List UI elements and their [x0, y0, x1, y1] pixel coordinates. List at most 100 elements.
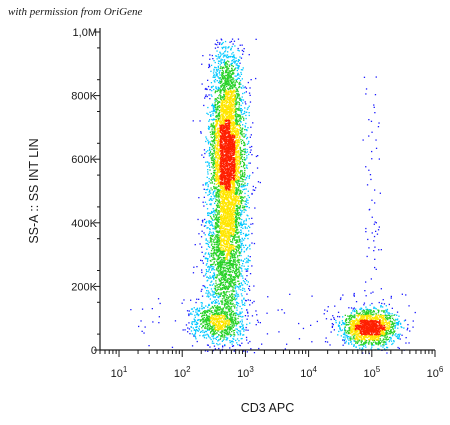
event-point	[227, 323, 229, 325]
event-point	[214, 76, 216, 78]
event-point	[201, 230, 203, 232]
event-point	[227, 319, 230, 321]
event-point	[243, 171, 246, 174]
event-point	[353, 344, 355, 346]
event-point	[222, 312, 224, 314]
event-point	[206, 227, 208, 229]
event-point	[215, 187, 217, 189]
event-point	[152, 321, 154, 323]
event-point	[212, 85, 214, 87]
event-point	[241, 96, 243, 98]
event-point	[208, 94, 210, 96]
event-point	[214, 263, 217, 266]
event-point	[238, 282, 241, 285]
event-point	[236, 187, 238, 189]
event-point	[224, 50, 227, 52]
event-point	[221, 85, 223, 87]
event-point	[200, 131, 202, 133]
event-point	[212, 322, 214, 325]
event-point	[239, 79, 242, 82]
event-point	[370, 311, 372, 314]
event-point	[198, 327, 200, 329]
event-point	[257, 181, 260, 183]
event-point	[356, 341, 358, 343]
event-point	[237, 305, 239, 307]
event-point	[220, 254, 223, 256]
event-point	[221, 244, 223, 246]
event-point	[221, 201, 223, 204]
event-point	[240, 99, 242, 101]
event-point	[199, 307, 201, 309]
event-point	[242, 189, 244, 191]
event-point	[217, 330, 219, 332]
event-point	[233, 324, 235, 326]
event-point	[216, 209, 218, 211]
event-point	[213, 163, 215, 165]
event-point	[233, 325, 235, 327]
event-point	[235, 290, 237, 292]
event-point	[340, 335, 342, 337]
event-point	[221, 315, 223, 317]
event-point	[232, 235, 234, 238]
event-point	[217, 178, 220, 180]
event-point	[222, 247, 225, 249]
event-point	[209, 228, 211, 231]
event-point	[225, 69, 227, 71]
event-point	[237, 317, 239, 320]
event-point	[226, 320, 228, 322]
event-point	[211, 290, 213, 292]
event-point	[229, 340, 231, 342]
event-point	[234, 61, 236, 63]
event-point	[244, 159, 246, 161]
event-point	[247, 237, 249, 240]
event-point	[237, 280, 239, 282]
event-point	[211, 140, 213, 142]
event-point	[231, 64, 233, 66]
event-point	[234, 102, 237, 104]
event-point	[375, 268, 377, 270]
event-point	[215, 318, 218, 320]
event-point	[227, 74, 229, 76]
event-point	[233, 258, 235, 261]
event-point	[220, 54, 222, 56]
event-point	[386, 322, 389, 324]
event-point	[218, 250, 220, 252]
event-point	[233, 332, 235, 334]
event-point	[397, 322, 399, 324]
event-point	[221, 80, 223, 82]
event-point	[241, 160, 244, 162]
event-point	[243, 223, 245, 225]
event-point	[206, 325, 209, 327]
event-point	[237, 91, 239, 93]
event-point	[219, 80, 221, 83]
event-point	[221, 272, 223, 274]
event-point	[202, 325, 204, 327]
event-point	[230, 235, 233, 237]
event-point	[242, 304, 245, 306]
event-point	[209, 190, 211, 192]
event-point	[232, 266, 234, 268]
event-point	[216, 239, 219, 242]
event-point	[298, 322, 300, 325]
event-point	[216, 302, 218, 304]
event-point	[233, 237, 235, 239]
event-point	[249, 94, 251, 96]
event-point	[219, 240, 222, 242]
event-point	[233, 228, 235, 230]
event-point	[243, 110, 246, 113]
event-point	[235, 320, 237, 322]
event-point	[222, 292, 224, 294]
event-point	[204, 95, 207, 98]
event-point	[217, 270, 219, 272]
event-point	[208, 180, 210, 183]
event-point	[393, 341, 395, 343]
event-point	[221, 282, 223, 284]
event-point	[215, 178, 217, 180]
event-point	[217, 327, 220, 329]
event-point	[207, 106, 209, 109]
event-point	[224, 250, 226, 252]
event-point	[246, 351, 248, 353]
event-point	[219, 283, 221, 286]
event-point	[228, 282, 230, 284]
event-point	[217, 318, 219, 320]
